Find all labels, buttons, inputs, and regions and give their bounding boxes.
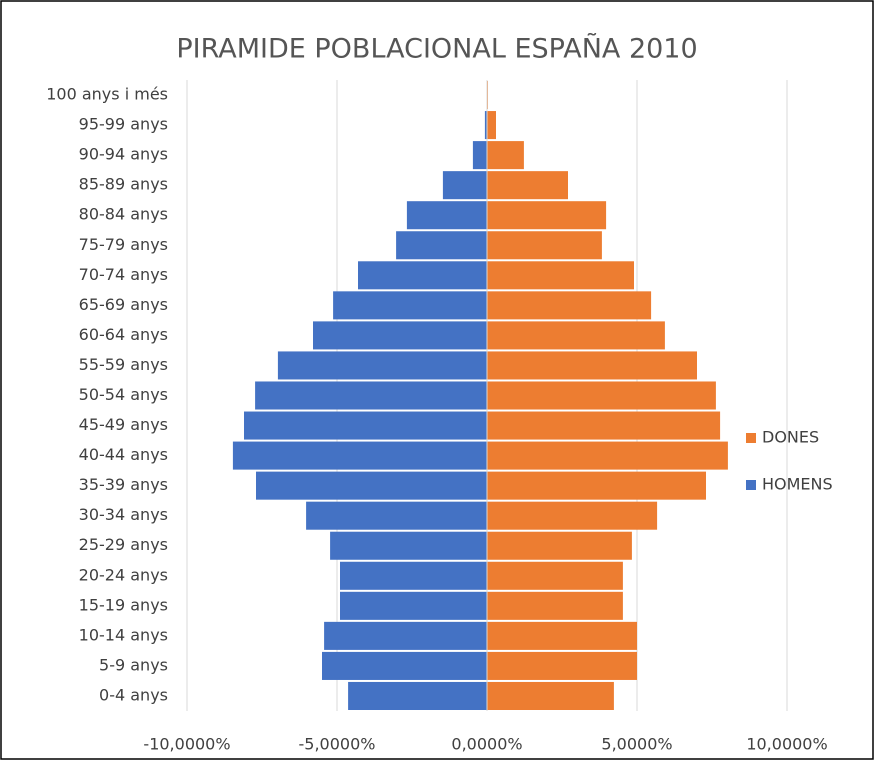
y-tick-label: 85-89 anys [79,175,168,194]
y-tick-label: 25-29 anys [79,535,168,554]
bar [487,261,634,290]
legend-label: HOMENS [762,475,833,494]
bar [306,501,487,530]
y-tick-label: 35-39 anys [79,475,168,494]
bar [358,261,487,290]
bar [487,441,728,470]
bar [487,561,623,590]
chart-title: PIRAMIDE POBLACIONAL ESPAÑA 2010 [176,33,697,65]
y-tick-label: 80-84 anys [79,205,168,224]
bar [484,111,487,140]
bar [487,351,697,380]
bar [330,531,487,560]
bar [487,471,706,500]
bar [487,171,568,200]
y-tick-label: 30-34 anys [79,505,168,524]
bar [487,381,716,410]
bar [472,141,487,170]
bar [396,231,487,260]
bar [487,681,614,710]
y-tick-label: 0-4 anys [99,685,168,704]
x-tick-label: 10,0000% [746,735,827,754]
bar [340,561,487,590]
bar [324,621,487,650]
bar [348,681,487,710]
bar [322,651,487,680]
bar [487,231,602,260]
y-tick-label: 90-94 anys [79,145,168,164]
bar [487,501,658,530]
bar [487,531,632,560]
legend-swatch [746,433,756,443]
bar [487,111,496,140]
bar [442,171,487,200]
bar [255,381,487,410]
bar [487,411,721,440]
bar [487,291,652,320]
y-tick-label: 50-54 anys [79,385,168,404]
y-tick-label: 45-49 anys [79,415,168,434]
bar [256,471,487,500]
legend-swatch [746,480,756,490]
y-tick-label: 60-64 anys [79,325,168,344]
bar [244,411,487,440]
bar [406,201,487,230]
bar [487,201,607,230]
legend-label: DONES [762,428,819,447]
x-tick-label: 0,0000% [451,735,522,754]
bar [277,351,487,380]
y-tick-label: 5-9 anys [99,655,168,674]
bar [487,621,637,650]
y-tick-label: 40-44 anys [79,445,168,464]
bar [487,141,524,170]
bar [333,291,487,320]
bar [313,321,487,350]
y-tick-label: 15-19 anys [79,595,168,614]
y-tick-label: 75-79 anys [79,235,168,254]
bar [487,591,623,620]
x-tick-label: -10,0000% [143,735,230,754]
bar [487,651,637,680]
y-tick-label: 95-99 anys [79,115,168,134]
y-tick-label: 70-74 anys [79,265,168,284]
y-tick-label: 10-14 anys [79,625,168,644]
bar [232,441,487,470]
y-tick-label: 20-24 anys [79,565,168,584]
x-tick-label: -5,0000% [299,735,376,754]
bar [340,591,487,620]
y-tick-label: 55-59 anys [79,355,168,374]
x-tick-label: 5,0000% [601,735,672,754]
y-tick-label: 65-69 anys [79,295,168,314]
y-tick-label: 100 anys i més [46,85,168,104]
bar [487,321,665,350]
